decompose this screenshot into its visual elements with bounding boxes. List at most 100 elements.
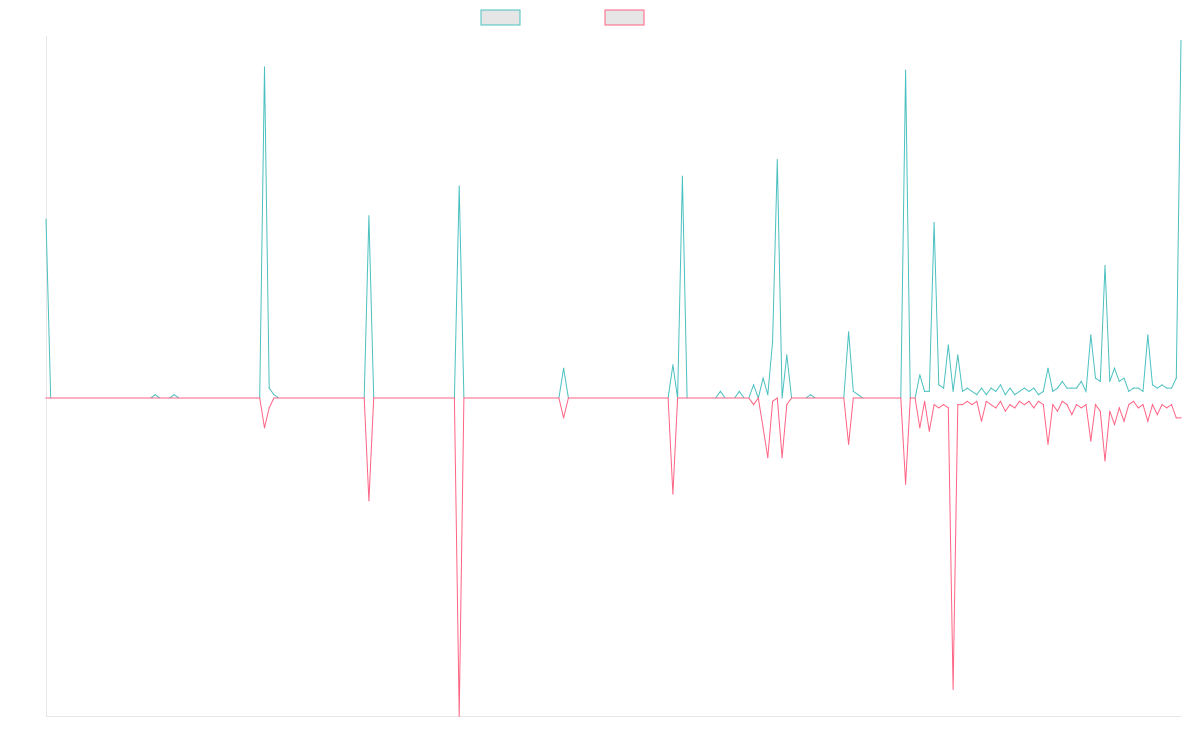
- series-1-point[interactable]: [1161, 384, 1163, 386]
- series-2-point[interactable]: [1132, 400, 1135, 402]
- series-1-point[interactable]: [1113, 367, 1116, 369]
- series-1-point[interactable]: [947, 344, 949, 346]
- series-1-point[interactable]: [1180, 39, 1182, 42]
- series-2-point[interactable]: [1004, 410, 1006, 412]
- series-2-point[interactable]: [1099, 410, 1101, 412]
- series-2-point[interactable]: [919, 427, 921, 429]
- series-2-point[interactable]: [914, 397, 916, 399]
- series-2-point[interactable]: [947, 407, 949, 409]
- series-2-point[interactable]: [1094, 404, 1097, 406]
- series-1-point[interactable]: [1132, 387, 1135, 389]
- series-1-point[interactable]: [1128, 390, 1130, 392]
- series-1-point[interactable]: [1033, 387, 1035, 389]
- series-2-point[interactable]: [985, 400, 987, 402]
- series-2-point[interactable]: [1166, 407, 1168, 409]
- series-2-point[interactable]: [748, 397, 750, 399]
- series-2-point[interactable]: [933, 404, 935, 406]
- series-1-point[interactable]: [1075, 387, 1078, 389]
- series-2-point[interactable]: [843, 397, 845, 399]
- series-1-point[interactable]: [980, 387, 983, 389]
- series-2-point[interactable]: [776, 397, 778, 399]
- series-2-point[interactable]: [373, 397, 375, 399]
- series-1-point[interactable]: [1123, 377, 1125, 379]
- series-2-point[interactable]: [781, 457, 783, 459]
- series-1-point[interactable]: [971, 390, 973, 392]
- series-1-point[interactable]: [1071, 387, 1073, 389]
- series-1-point[interactable]: [1018, 390, 1021, 392]
- series-1-point[interactable]: [1066, 387, 1068, 389]
- series-1-point[interactable]: [905, 69, 907, 71]
- series-1-point[interactable]: [1047, 367, 1049, 369]
- series-2-point[interactable]: [368, 500, 370, 502]
- series-1-point[interactable]: [985, 394, 987, 396]
- series-2-point[interactable]: [1170, 404, 1173, 406]
- series-1-point[interactable]: [1099, 380, 1101, 382]
- series-1-point[interactable]: [772, 341, 774, 343]
- series-2-point[interactable]: [767, 457, 769, 459]
- series-1-point[interactable]: [738, 390, 740, 392]
- series-1-point[interactable]: [672, 364, 674, 366]
- series-2-point[interactable]: [753, 404, 755, 406]
- series-2-point[interactable]: [966, 400, 968, 402]
- series-2-point[interactable]: [1056, 410, 1059, 412]
- series-2-point[interactable]: [1066, 404, 1068, 406]
- series-1-point[interactable]: [45, 218, 47, 220]
- series-2-point[interactable]: [1037, 400, 1040, 402]
- series-2-point[interactable]: [1071, 414, 1073, 416]
- series-2-point[interactable]: [458, 715, 460, 717]
- series-2-point[interactable]: [1104, 460, 1106, 462]
- series-1-point[interactable]: [976, 394, 978, 396]
- series-1-point[interactable]: [943, 387, 945, 389]
- series-1-point[interactable]: [961, 390, 964, 392]
- series-2-point[interactable]: [1075, 404, 1078, 406]
- series-1-point[interactable]: [852, 390, 854, 392]
- series-1-point[interactable]: [1151, 384, 1154, 386]
- series-1-point[interactable]: [1042, 390, 1044, 392]
- series-1-point[interactable]: [1085, 390, 1087, 392]
- series-1-point[interactable]: [263, 66, 266, 68]
- series-2-point[interactable]: [567, 397, 570, 399]
- series-1-point[interactable]: [924, 390, 926, 392]
- series-1-point[interactable]: [1147, 334, 1149, 336]
- series-1-point[interactable]: [1037, 394, 1040, 396]
- series-2-point[interactable]: [980, 420, 983, 422]
- series-2-point[interactable]: [952, 688, 954, 690]
- series-1-point[interactable]: [563, 367, 565, 369]
- series-2-point[interactable]: [1052, 404, 1054, 406]
- series-1-point[interactable]: [458, 185, 460, 187]
- series-2-point[interactable]: [995, 407, 997, 409]
- series-2-point[interactable]: [976, 400, 978, 402]
- series-2-point[interactable]: [1156, 414, 1158, 416]
- series-2-point[interactable]: [263, 427, 266, 429]
- series-2-point[interactable]: [677, 397, 679, 399]
- series-1-point[interactable]: [776, 159, 778, 161]
- series-2-point[interactable]: [1180, 417, 1182, 419]
- series-2-point[interactable]: [1123, 420, 1125, 422]
- series-1-point[interactable]: [1004, 394, 1006, 396]
- series-2-point[interactable]: [909, 397, 911, 399]
- series-2-point[interactable]: [463, 397, 465, 399]
- series-1-point[interactable]: [1137, 387, 1139, 389]
- series-2-point[interactable]: [1080, 407, 1082, 409]
- series-1-point[interactable]: [1142, 390, 1144, 392]
- series-1-point[interactable]: [938, 384, 940, 386]
- series-1-point[interactable]: [719, 390, 722, 392]
- legend-swatch-series-2[interactable]: [604, 9, 645, 26]
- series-1-point[interactable]: [1014, 394, 1016, 396]
- series-2-point[interactable]: [1047, 443, 1049, 445]
- series-1-point[interactable]: [781, 397, 783, 399]
- series-1-point[interactable]: [1104, 265, 1106, 267]
- series-1-point[interactable]: [767, 394, 769, 396]
- series-2-point[interactable]: [852, 397, 854, 399]
- series-2-point[interactable]: [1085, 404, 1087, 406]
- series-2-point[interactable]: [757, 397, 759, 399]
- series-1-point[interactable]: [1109, 380, 1111, 382]
- series-1-point[interactable]: [1090, 334, 1092, 336]
- series-2-point[interactable]: [848, 443, 850, 445]
- series-2-point[interactable]: [1137, 407, 1139, 409]
- series-2-point[interactable]: [924, 400, 926, 402]
- series-2-point[interactable]: [772, 400, 774, 402]
- series-2-point[interactable]: [268, 407, 270, 409]
- legend-swatch-series-1[interactable]: [480, 9, 521, 26]
- series-2-point[interactable]: [791, 397, 793, 399]
